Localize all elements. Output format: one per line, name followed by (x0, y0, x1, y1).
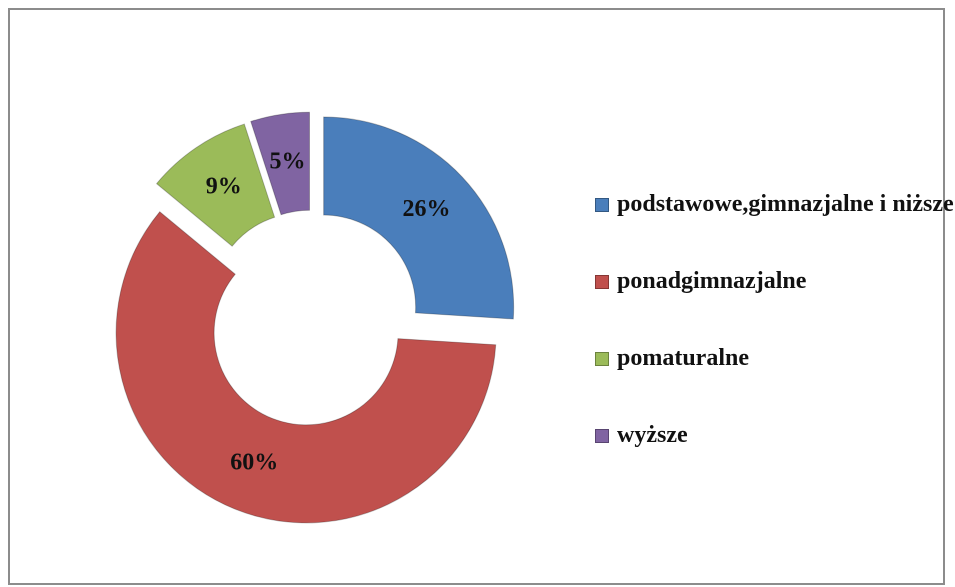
donut-slice (323, 116, 515, 320)
legend-swatch (595, 275, 609, 289)
legend-swatch (595, 352, 609, 366)
donut-slice (115, 211, 497, 524)
legend: podstawowe,gimnazjalne i niższe ponadgimn… (595, 185, 955, 454)
legend-item: wyższe (595, 416, 955, 454)
legend-item: ponadgimnazjalne (595, 262, 955, 300)
chart-frame (8, 8, 945, 585)
legend-label: podstawowe,gimnazjalne i niższe (617, 191, 954, 217)
data-label: 9% (206, 174, 242, 200)
donut-slice (155, 123, 276, 247)
legend-item: pomaturalne (595, 339, 955, 377)
legend-item: podstawowe,gimnazjalne i niższe (595, 185, 955, 223)
donut-slice (250, 111, 310, 216)
legend-label: pomaturalne (617, 345, 749, 371)
legend-swatch (595, 429, 609, 443)
data-label: 5% (269, 148, 305, 174)
data-label: 26% (402, 196, 450, 222)
data-label: 60% (230, 449, 278, 475)
legend-label: wyższe (617, 422, 688, 448)
legend-swatch (595, 198, 609, 212)
legend-label: ponadgimnazjalne (617, 268, 807, 294)
